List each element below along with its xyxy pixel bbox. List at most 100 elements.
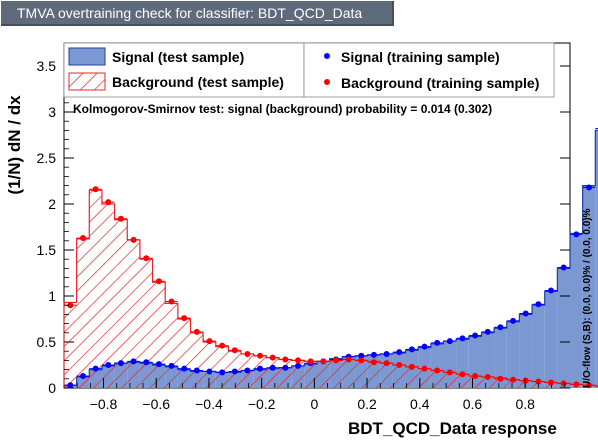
signal-training-point [510,317,517,324]
signal-training-point [105,362,112,368]
signal-training-point [231,368,238,375]
background-test-bin [494,377,507,388]
background-test-bin [443,372,457,388]
background-test-bin [595,386,598,388]
signal-training-point [548,287,555,294]
x-tick-label: 0 [310,396,318,412]
background-test-bin [342,359,355,388]
y-tick-label: 0 [48,380,56,396]
background-training-point [295,357,302,364]
background-training-point [257,352,264,359]
signal-test-bin [544,291,558,388]
y-axis-title: (1/N) dN / dx [5,95,24,195]
ks-test-label: Kolmogorov-Smirnov test: signal (backgro… [73,102,492,116]
background-test-bin [89,190,102,388]
x-tick-label: 0.6 [463,396,483,412]
x-tick-label: −0.8 [90,396,118,412]
background-training-point [472,373,479,380]
background-training-point [421,365,428,372]
background-training-point [510,376,517,383]
x-tick-label: −0.4 [195,396,223,412]
signal-test-bin [494,328,507,388]
legend-label-signal-training: Signal (training sample) [341,49,500,65]
background-training-point [269,354,276,361]
signal-training-point [117,360,124,367]
signal-test-bin [557,268,570,388]
signal-training-point [295,362,302,369]
background-test-bin [190,332,204,388]
background-test-bin [304,361,317,388]
background-test-bin [405,366,419,388]
signal-training-point [408,346,415,353]
x-tick-label: −0.6 [142,396,170,412]
y-tick-label: 2 [48,196,56,212]
signal-training-point [206,368,213,375]
legend-swatch-signal-test [68,47,106,66]
x-tick-label: −0.2 [248,396,276,412]
background-test-bin [354,360,368,388]
signal-training-point [219,369,226,376]
background-test-bin [215,346,229,388]
signal-training-point [130,358,137,365]
background-test-bin [127,239,140,388]
background-test-bin [291,360,305,388]
signal-training-point [370,351,377,358]
signal-training-point [497,324,504,331]
signal-training-point [396,349,403,356]
background-test-bin [152,282,166,388]
background-test-bin [329,360,343,388]
background-training-point [345,356,352,363]
y-tick-label: 1.5 [37,242,57,258]
background-training-point [573,381,580,388]
legend-marker-signal-training [324,53,330,59]
background-test-bin [481,376,495,388]
background-training-point [332,357,339,364]
signal-training-point [522,310,529,317]
signal-training-point [282,364,289,371]
background-training-point [585,382,592,389]
background-test-bin [367,361,381,388]
signal-training-point [181,365,188,372]
background-training-point [92,186,99,193]
background-training-point [383,360,390,367]
signal-training-point [560,264,567,271]
legend-swatch-background-test [68,72,106,91]
legend-box-right [303,42,555,98]
background-training-point [117,215,124,222]
signal-training-point [193,367,200,374]
signal-training-point [421,343,428,350]
background-training-point [320,358,327,365]
background-training-point [206,338,213,345]
background-training-point [307,358,314,365]
signal-training-point [446,338,453,345]
background-training-point [155,278,162,285]
background-training-point [396,362,403,368]
background-training-point [560,380,567,387]
background-training-point [548,379,555,386]
background-test-bin [203,342,216,388]
signal-training-point [79,373,86,380]
background-training-point [143,255,150,262]
background-training-point [358,357,365,364]
background-test-bin [139,259,153,388]
background-test-bin [253,355,267,388]
signal-training-point [535,301,542,308]
background-training-point [130,236,137,243]
background-test-bin [76,238,90,388]
background-training-point [193,328,200,335]
background-training-point [459,371,466,378]
background-test-bin [64,302,77,388]
legend-label-background-training: Background (training sample) [341,75,539,91]
background-test-bin [279,359,292,388]
background-training-point [408,363,415,370]
background-test-bin [468,376,482,388]
background-test-bin [114,219,128,388]
background-test-bin [101,204,115,388]
background-training-point [434,367,441,374]
signal-training-point [257,365,264,372]
signal-test-bin [595,130,598,388]
background-test-bin [506,379,520,388]
background-training-point [282,356,289,363]
legend-label-background-test: Background (test sample) [112,74,284,90]
